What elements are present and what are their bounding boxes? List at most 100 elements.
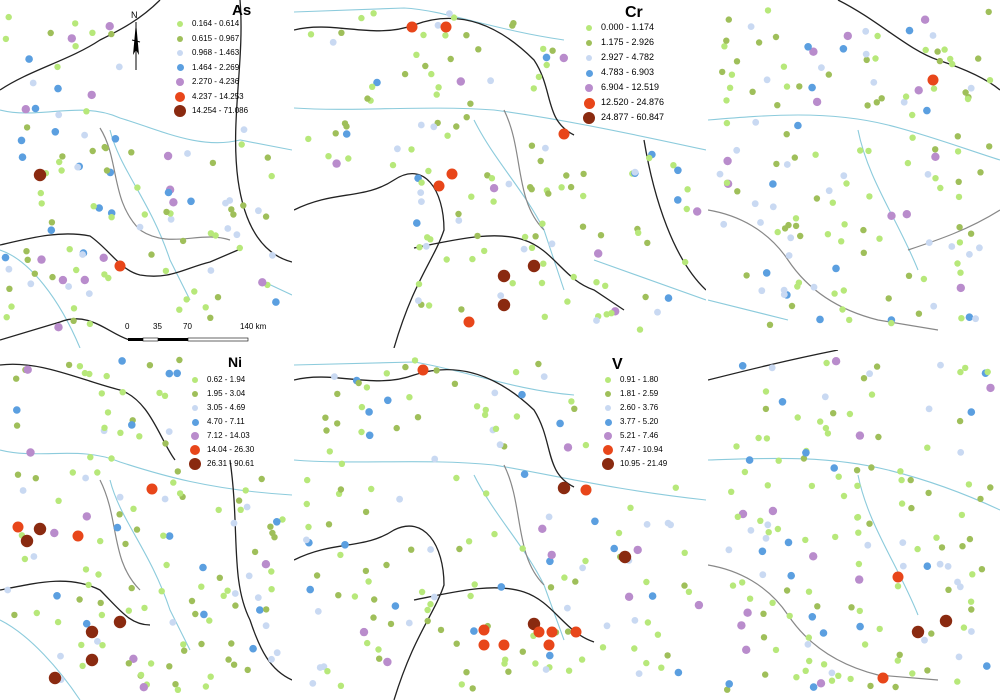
sample-point xyxy=(26,448,35,457)
sample-point xyxy=(102,144,110,152)
sample-point xyxy=(148,251,155,258)
sample-point xyxy=(723,97,730,104)
region-border xyxy=(907,209,1000,251)
sample-point xyxy=(571,405,578,412)
sample-point xyxy=(986,383,995,393)
sample-point xyxy=(431,593,438,601)
sample-point xyxy=(855,431,865,440)
sample-point-high xyxy=(498,639,510,651)
sample-point xyxy=(674,166,682,175)
sample-point xyxy=(141,211,148,218)
sample-point xyxy=(74,163,82,171)
sample-point xyxy=(800,455,808,462)
sample-point xyxy=(794,283,801,290)
sample-point xyxy=(416,244,423,251)
sample-point-high xyxy=(497,298,511,312)
sample-point xyxy=(784,538,793,547)
sample-point xyxy=(341,541,349,549)
sample-point xyxy=(484,172,491,179)
sample-point xyxy=(542,144,549,152)
sample-point xyxy=(760,610,767,617)
sample-point xyxy=(783,587,791,594)
sample-point xyxy=(76,363,84,370)
sample-point xyxy=(547,584,555,591)
sample-point xyxy=(681,582,688,589)
sample-point xyxy=(161,392,169,399)
sample-point xyxy=(816,315,824,324)
sample-point xyxy=(594,249,603,258)
sample-point xyxy=(719,68,726,76)
sample-point-high xyxy=(85,625,99,639)
sample-point xyxy=(857,147,864,154)
legend-title: Cr xyxy=(625,4,643,21)
sample-point xyxy=(855,529,862,536)
sample-point xyxy=(721,43,728,50)
sample-point xyxy=(631,168,639,176)
sample-point-high xyxy=(927,74,939,86)
sample-point xyxy=(228,640,235,647)
sample-point xyxy=(57,652,64,660)
legend-swatch xyxy=(176,64,184,71)
sample-point xyxy=(788,302,796,310)
sample-point xyxy=(954,578,961,586)
sample-point xyxy=(37,189,44,197)
sample-point xyxy=(664,294,673,302)
sample-point xyxy=(797,232,804,240)
legend-label: 6.904 - 12.519 xyxy=(601,82,660,93)
sample-point xyxy=(1,253,10,262)
sample-point xyxy=(430,123,438,131)
region-border xyxy=(503,109,545,231)
sample-point xyxy=(95,204,103,212)
sample-point xyxy=(87,454,94,461)
sample-point xyxy=(65,361,73,369)
sample-point xyxy=(79,662,86,670)
sample-point xyxy=(433,367,440,374)
sample-point xyxy=(780,63,788,70)
sample-point xyxy=(762,405,770,413)
legend-swatch xyxy=(605,405,611,411)
legend-swatch xyxy=(192,405,198,411)
sample-point xyxy=(235,497,243,504)
sample-point xyxy=(396,495,403,503)
sample-point xyxy=(915,310,923,317)
sample-point xyxy=(672,484,679,491)
sample-point xyxy=(976,244,983,252)
sample-point xyxy=(162,440,169,447)
sample-point xyxy=(905,26,914,35)
sample-point xyxy=(273,649,281,657)
sample-point xyxy=(408,546,415,553)
sample-point xyxy=(785,252,793,259)
sample-point xyxy=(387,620,395,628)
sample-point xyxy=(122,540,129,548)
sample-point xyxy=(401,70,409,78)
sample-point xyxy=(792,222,800,230)
sample-point xyxy=(331,373,338,380)
sample-point xyxy=(535,73,543,81)
sample-point xyxy=(582,557,589,565)
sample-point xyxy=(783,131,790,138)
sample-point xyxy=(326,448,333,455)
sample-point xyxy=(369,83,376,91)
sample-point xyxy=(18,153,27,161)
sample-point xyxy=(924,667,931,674)
sample-point xyxy=(794,121,802,130)
sample-point xyxy=(796,83,803,90)
sample-point xyxy=(824,231,832,238)
sample-point xyxy=(170,479,177,486)
sample-point xyxy=(362,567,370,575)
sample-point xyxy=(262,213,270,220)
region-border xyxy=(503,464,545,586)
sample-point xyxy=(364,95,371,102)
sample-point xyxy=(932,175,939,182)
legend-label: 1.464 - 2.269 xyxy=(192,62,240,72)
sample-point xyxy=(914,545,921,553)
sample-point xyxy=(739,579,746,586)
sample-point xyxy=(597,232,605,239)
sample-point xyxy=(32,475,39,482)
sample-point xyxy=(130,505,137,512)
sample-point xyxy=(489,184,499,193)
sample-point xyxy=(755,39,763,46)
sample-point xyxy=(23,365,32,374)
sample-point xyxy=(316,664,324,671)
sample-point xyxy=(967,598,975,605)
